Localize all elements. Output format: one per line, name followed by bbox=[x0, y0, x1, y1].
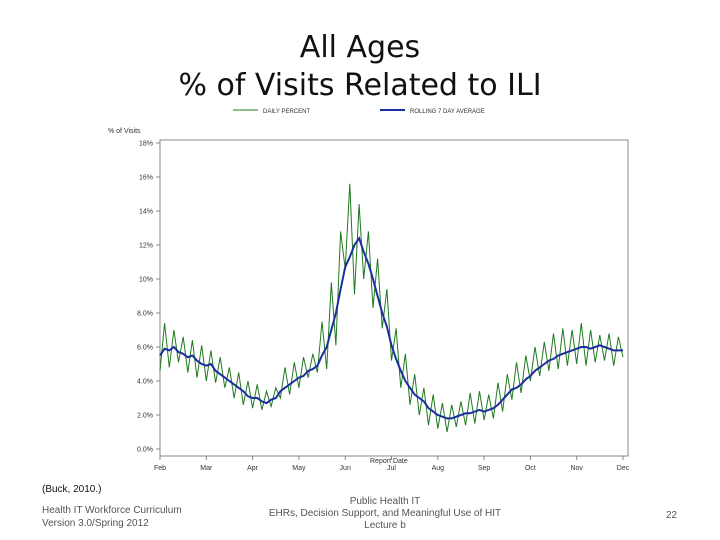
x-tick-label: Jun bbox=[340, 465, 351, 472]
y-axis: 0.0% 2.0% 4.0% 6.0% 8.0% 10% 12% 14% 16% 18% bbox=[137, 141, 160, 454]
x-tick-label: Aug bbox=[432, 465, 445, 472]
y-tick-label: 12% bbox=[139, 243, 153, 250]
footer-curriculum-line-2: Version 3.0/Spring 2012 bbox=[42, 518, 149, 529]
series-line-daily-percent bbox=[159, 183, 624, 433]
slide-title-line-1: All Ages bbox=[299, 30, 421, 65]
legend-label-daily-percent: DAILY PERCENT bbox=[263, 109, 310, 115]
y-tick-label: 0.0% bbox=[137, 447, 153, 454]
y-tick-label: 4.0% bbox=[137, 379, 153, 386]
x-axis-title: Report Date bbox=[370, 458, 408, 465]
plot-frame bbox=[159, 139, 629, 457]
x-tick-label: Mar bbox=[200, 465, 213, 472]
citation: (Buck, 2010.) bbox=[42, 484, 102, 495]
y-tick-label: 6.0% bbox=[137, 345, 153, 352]
x-tick-label: May bbox=[292, 465, 306, 472]
legend-label-rolling-average: ROLLING 7 DAY AVERAGE bbox=[410, 109, 485, 115]
y-tick-label: 18% bbox=[139, 141, 153, 148]
footer-curriculum-line-1: Health IT Workforce Curriculum bbox=[42, 505, 182, 516]
footer-lecture: Public Health IT EHRs, Decision Support,… bbox=[230, 496, 540, 532]
x-tick-label: Oct bbox=[525, 465, 536, 472]
x-tick-label: Nov bbox=[570, 465, 583, 472]
y-tick-label: 14% bbox=[139, 209, 153, 216]
y-axis-title: % of Visits bbox=[108, 128, 141, 135]
footer-lecture-line-3: Lecture b bbox=[364, 520, 406, 531]
footer-lecture-line-2: EHRs, Decision Support, and Meaningful U… bbox=[268, 508, 502, 519]
x-tick-label: Feb bbox=[154, 465, 166, 472]
page-number: 22 bbox=[666, 510, 678, 521]
x-tick-label: Jul bbox=[387, 465, 396, 472]
y-tick-label: 2.0% bbox=[137, 413, 153, 420]
series-line-rolling-average bbox=[159, 235, 623, 420]
x-tick-label: Sep bbox=[478, 465, 491, 472]
x-tick-label: Apr bbox=[247, 465, 259, 472]
y-tick-label: 8.0% bbox=[137, 311, 153, 318]
x-tick-label: Dec bbox=[617, 465, 630, 472]
y-tick-label: 16% bbox=[139, 175, 153, 182]
y-tick-label: 10% bbox=[139, 277, 153, 284]
footer-lecture-line-1: Public Health IT bbox=[349, 496, 421, 507]
x-axis: Feb Mar Apr May Jun Jul Aug Sep Oct Nov Dec bbox=[154, 456, 630, 472]
slide-title-line-2: % of Visits Related to ILI bbox=[178, 68, 542, 103]
footer-curriculum: Health IT Workforce Curriculum Version 3… bbox=[42, 504, 182, 530]
